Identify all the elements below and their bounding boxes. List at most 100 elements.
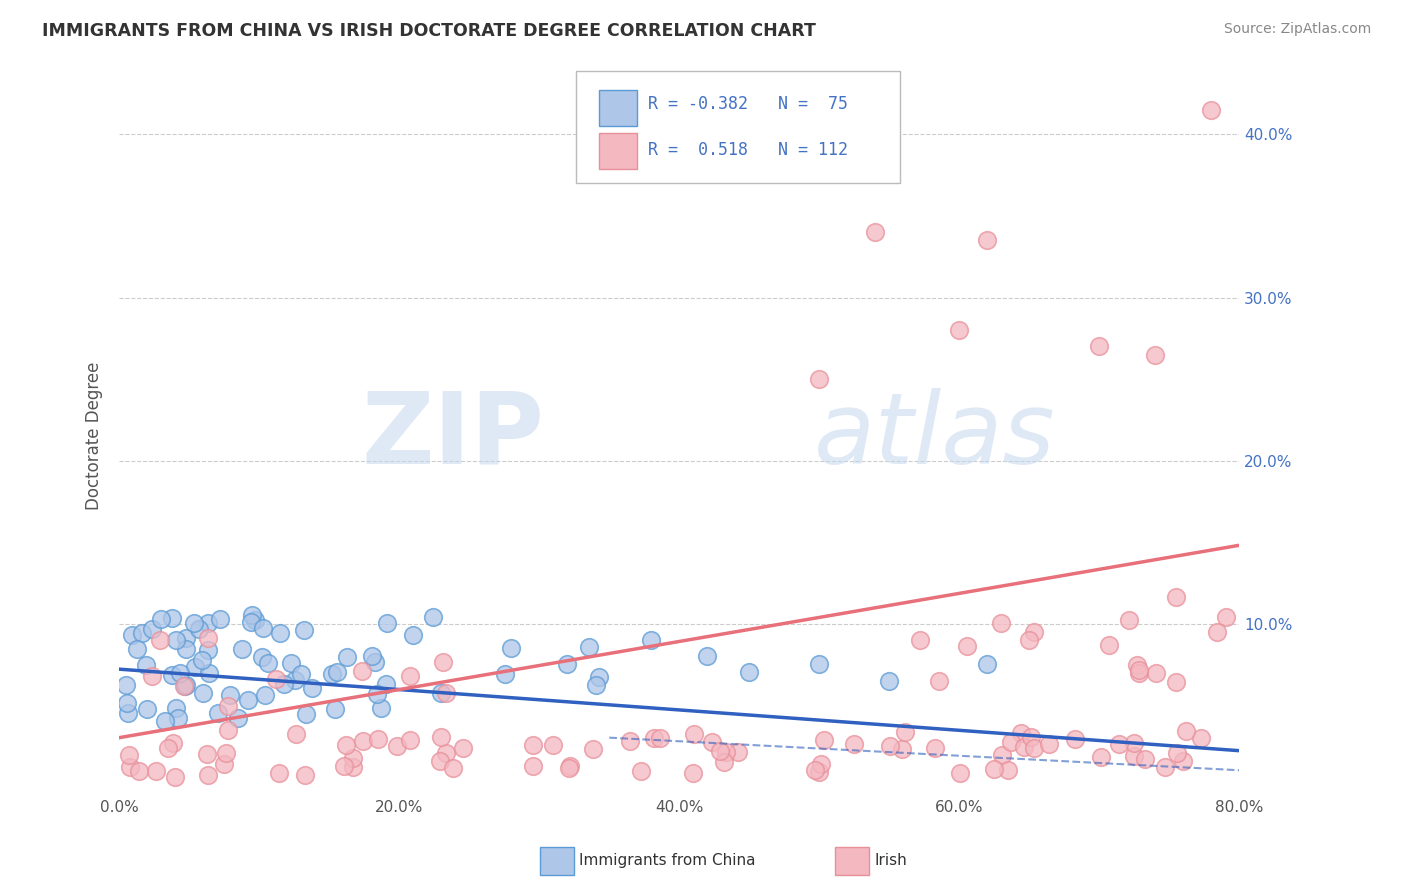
- Text: atlas: atlas: [814, 387, 1056, 484]
- Point: [643, 731, 665, 745]
- Point: [451, 740, 474, 755]
- Point: [131, 626, 153, 640]
- Point: [1126, 658, 1149, 673]
- Text: R = -0.382   N =  75: R = -0.382 N = 75: [648, 95, 848, 113]
- Point: [294, 767, 316, 781]
- Point: [367, 731, 389, 746]
- Point: [174, 631, 197, 645]
- Point: [135, 658, 157, 673]
- Point: [630, 764, 652, 778]
- Point: [441, 761, 464, 775]
- Point: [145, 764, 167, 778]
- Point: [619, 733, 641, 747]
- Text: ZIP: ZIP: [361, 387, 546, 484]
- Point: [301, 681, 323, 696]
- Point: [252, 621, 274, 635]
- Point: [1199, 103, 1222, 117]
- Point: [434, 685, 457, 699]
- Point: [370, 701, 392, 715]
- Point: [501, 640, 523, 655]
- Point: [352, 733, 374, 747]
- Point: [197, 643, 219, 657]
- Point: [560, 759, 582, 773]
- Point: [375, 676, 398, 690]
- Point: [195, 747, 218, 761]
- Point: [364, 655, 387, 669]
- Point: [813, 732, 835, 747]
- Point: [156, 741, 179, 756]
- Point: [990, 615, 1012, 630]
- Point: [115, 696, 138, 710]
- Point: [976, 657, 998, 672]
- Point: [375, 615, 398, 630]
- Point: [174, 678, 197, 692]
- Point: [239, 615, 262, 629]
- Point: [342, 760, 364, 774]
- Point: [713, 755, 735, 769]
- Point: [135, 702, 157, 716]
- Point: [578, 640, 600, 655]
- Text: IMMIGRANTS FROM CHINA VS IRISH DOCTORATE DEGREE CORRELATION CHART: IMMIGRANTS FROM CHINA VS IRISH DOCTORATE…: [42, 22, 815, 40]
- Point: [1166, 746, 1188, 760]
- Point: [118, 760, 141, 774]
- Point: [197, 632, 219, 646]
- Point: [877, 673, 900, 688]
- Point: [267, 766, 290, 780]
- Point: [323, 702, 346, 716]
- Point: [983, 762, 1005, 776]
- Point: [173, 679, 195, 693]
- Point: [197, 767, 219, 781]
- Point: [1118, 613, 1140, 627]
- Point: [399, 669, 422, 683]
- Point: [1063, 732, 1085, 747]
- Point: [434, 746, 457, 760]
- Point: [1088, 339, 1111, 353]
- Point: [250, 650, 273, 665]
- Point: [402, 628, 425, 642]
- Point: [522, 759, 544, 773]
- Point: [284, 673, 307, 688]
- Point: [269, 626, 291, 640]
- Point: [335, 738, 357, 752]
- Point: [198, 665, 221, 680]
- Point: [1038, 737, 1060, 751]
- Text: Source: ZipAtlas.com: Source: ZipAtlas.com: [1223, 22, 1371, 37]
- Point: [174, 679, 197, 693]
- Point: [162, 611, 184, 625]
- Point: [1022, 624, 1045, 639]
- Point: [280, 656, 302, 670]
- Point: [264, 672, 287, 686]
- Point: [640, 632, 662, 647]
- Point: [810, 756, 832, 771]
- Point: [808, 372, 831, 386]
- Point: [153, 714, 176, 728]
- Point: [522, 738, 544, 752]
- Point: [183, 616, 205, 631]
- Point: [342, 751, 364, 765]
- Point: [174, 641, 197, 656]
- Point: [1128, 664, 1150, 678]
- Point: [682, 766, 704, 780]
- Point: [1018, 632, 1040, 647]
- Point: [336, 650, 359, 665]
- Point: [1164, 675, 1187, 690]
- Point: [1012, 739, 1035, 754]
- Point: [432, 655, 454, 669]
- Point: [1144, 347, 1167, 361]
- Point: [1164, 590, 1187, 604]
- Point: [184, 660, 207, 674]
- Point: [197, 615, 219, 630]
- Point: [285, 727, 308, 741]
- Point: [165, 700, 187, 714]
- Point: [924, 741, 946, 756]
- Point: [1206, 624, 1229, 639]
- Point: [808, 657, 831, 672]
- Point: [430, 731, 453, 745]
- Point: [1098, 638, 1121, 652]
- Point: [292, 623, 315, 637]
- Point: [422, 609, 444, 624]
- Point: [273, 677, 295, 691]
- Point: [321, 666, 343, 681]
- Point: [352, 665, 374, 679]
- Point: [1144, 665, 1167, 680]
